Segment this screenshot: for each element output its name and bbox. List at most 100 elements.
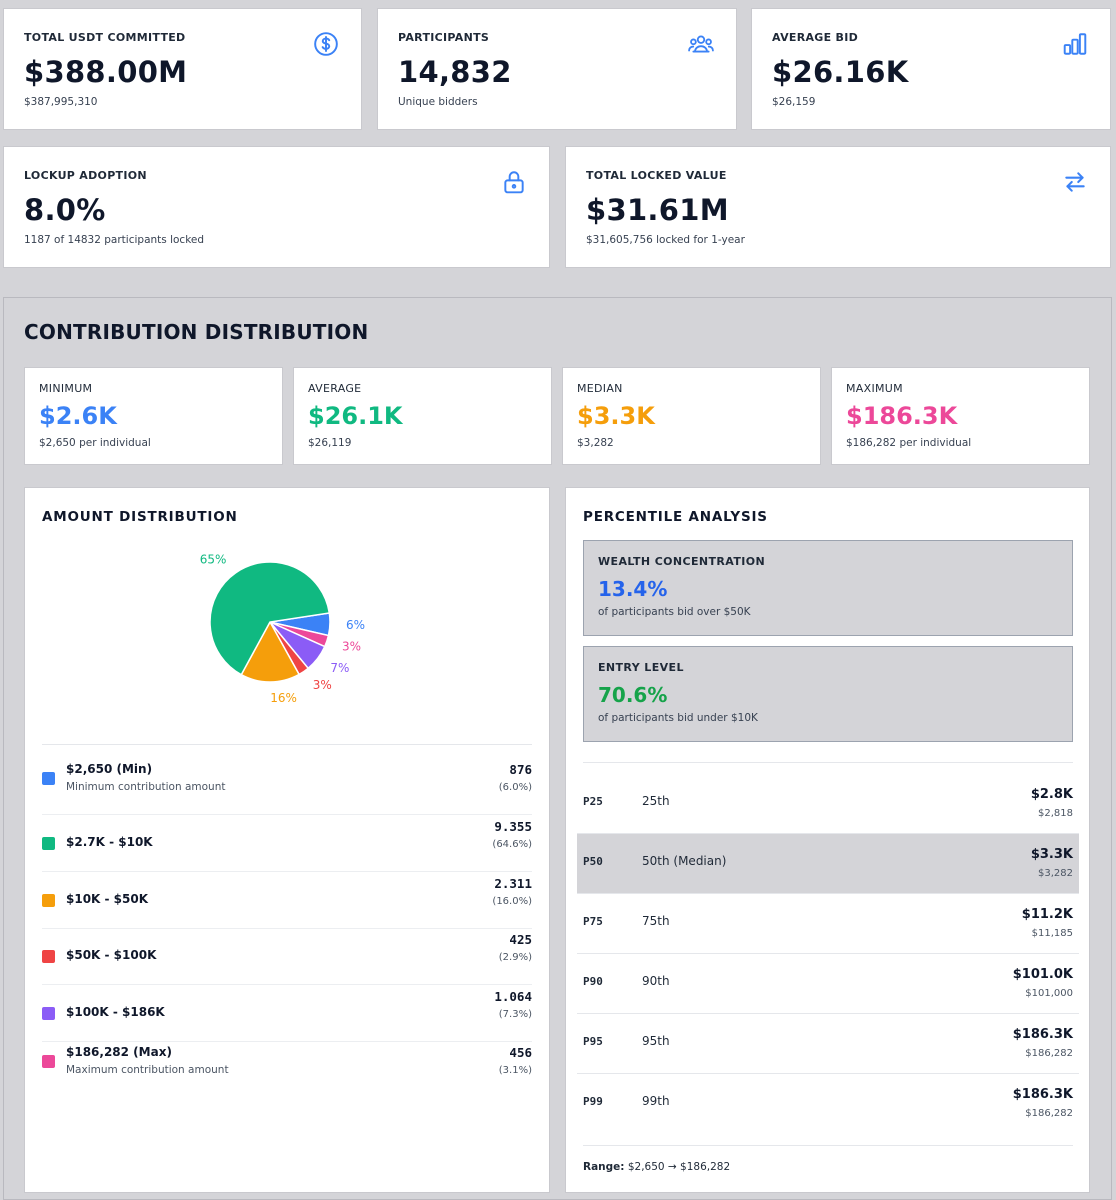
insight-sub: of participants bid over $50K — [598, 606, 751, 618]
summary-sub: $2,650 per individual — [39, 437, 151, 449]
percentile-name: 95th — [642, 1034, 670, 1048]
stat-label: TOTAL LOCKED VALUE — [586, 169, 727, 182]
participant-count: 1.064 — [494, 989, 532, 1004]
stat-sub: $26,159 — [772, 96, 816, 108]
users-icon — [688, 35, 714, 53]
stat-sub: Unique bidders — [398, 96, 478, 108]
stat-card-lockup-adoption: LOCKUP ADOPTION 8.0% 1187 of 14832 parti… — [3, 146, 550, 268]
summary-card-median: MEDIAN $3.3K $3,282 — [562, 367, 821, 465]
percentile-row-median: P50 50th (Median) $3.3K $3,282 — [577, 834, 1079, 894]
stat-label: AVERAGE BID — [772, 31, 859, 44]
insight-entry-level: ENTRY LEVEL 70.6% of participants bid un… — [583, 646, 1073, 742]
amount-pie-chart: 6% 3% 7% 3% 16% 65% — [200, 553, 365, 705]
summary-value: $3.3K — [577, 402, 655, 430]
participant-percent: (6.0%) — [498, 782, 532, 793]
pie-slice-label: 6% — [346, 618, 365, 632]
insight-value: 13.4% — [598, 577, 668, 601]
distribution-row: $10K - $50K 2.311 (16.0%) — [42, 872, 532, 929]
distribution-row: $50K - $100K 425 (2.9%) — [42, 928, 532, 985]
stat-label: PARTICIPANTS — [398, 31, 490, 44]
stat-label: TOTAL USDT COMMITTED — [24, 31, 186, 44]
summary-sub: $26,119 — [308, 437, 352, 449]
insight-wealth-concentration: WEALTH CONCENTRATION 13.4% of participan… — [583, 540, 1073, 636]
percentile-row: P90 90th $101.0K $101,000 — [577, 954, 1079, 1014]
pie-slice-label: 3% — [313, 678, 332, 692]
percentile-analysis-panel: PERCENTILE ANALYSIS WEALTH CONCENTRATION… — [565, 487, 1090, 1193]
stat-label: LOCKUP ADOPTION — [24, 169, 147, 182]
divider — [42, 744, 532, 745]
transfer-arrows-icon — [1065, 172, 1085, 192]
stat-card-participants: PARTICIPANTS 14,832 Unique bidders — [377, 8, 737, 130]
percentile-row: P25 25th $2.8K $2,818 — [577, 774, 1079, 834]
participant-count: 9.355 — [494, 819, 532, 834]
panel-title: AMOUNT DISTRIBUTION — [42, 509, 238, 525]
summary-label: AVERAGE — [308, 382, 362, 395]
percentile-name: 50th (Median) — [642, 854, 727, 868]
range-label: $2.7K - $10K — [66, 835, 153, 849]
amount-distribution-panel: AMOUNT DISTRIBUTION 6% 3% 7% 3% 16% 65% $2,65… — [24, 487, 550, 1193]
participant-percent: (7.3%) — [498, 1009, 532, 1020]
stat-sub: $31,605,756 locked for 1-year — [586, 234, 745, 246]
insight-value: 70.6% — [598, 683, 668, 707]
summary-label: MINIMUM — [39, 382, 93, 395]
participant-count: 2.311 — [494, 876, 532, 891]
percentile-raw: $11,185 — [1031, 928, 1073, 939]
participant-count: 876 — [509, 762, 532, 777]
summary-value: $2.6K — [39, 402, 117, 430]
range-summary: Range: $2,650 → $186,282 — [583, 1161, 730, 1173]
participant-count: 425 — [509, 932, 532, 947]
stat-value: 8.0% — [24, 193, 106, 227]
legend-swatch — [42, 837, 55, 850]
stat-sub: $387,995,310 — [24, 96, 98, 108]
section-title: CONTRIBUTION DISTRIBUTION — [24, 320, 369, 344]
percentile-code: P25 — [583, 795, 603, 808]
bar-chart-icon — [1063, 33, 1087, 55]
distribution-row: $2.7K - $10K 9.355 (64.6%) — [42, 815, 532, 872]
range-label: Range: — [583, 1161, 625, 1173]
percentile-code: P90 — [583, 975, 603, 988]
summary-value: $26.1K — [308, 402, 403, 430]
participant-percent: (64.6%) — [492, 839, 532, 850]
range-description: Maximum contribution amount — [66, 1064, 229, 1076]
summary-card-average: AVERAGE $26.1K $26,119 — [293, 367, 552, 465]
participant-count: 456 — [509, 1045, 532, 1060]
legend-swatch — [42, 950, 55, 963]
panel-title: PERCENTILE ANALYSIS — [583, 509, 768, 525]
percentile-code: P99 — [583, 1095, 603, 1108]
percentile-value: $11.2K — [1021, 907, 1073, 922]
percentile-name: 90th — [642, 974, 670, 988]
participant-percent: (2.9%) — [498, 952, 532, 963]
distribution-row: $100K - $186K 1.064 (7.3%) — [42, 985, 532, 1042]
percentile-raw: $2,818 — [1038, 808, 1073, 819]
stat-card-total-locked: TOTAL LOCKED VALUE $31.61M $31,605,756 l… — [565, 146, 1111, 268]
divider — [583, 762, 1073, 763]
pie-slice — [209, 561, 331, 676]
range-label: $186,282 (Max) — [66, 1045, 172, 1059]
insight-label: ENTRY LEVEL — [598, 661, 684, 674]
stat-value: $31.61M — [586, 193, 729, 227]
range-description: Minimum contribution amount — [66, 781, 226, 793]
stat-value: 14,832 — [398, 55, 512, 89]
participant-percent: (16.0%) — [492, 896, 532, 907]
summary-label: MEDIAN — [577, 382, 623, 395]
stat-sub: 1187 of 14832 participants locked — [24, 234, 205, 246]
range-label: $100K - $186K — [66, 1005, 165, 1019]
range-value: $2,650 → $186,282 — [627, 1161, 731, 1173]
pie-slice — [240, 620, 301, 683]
percentile-raw: $186,282 — [1025, 1108, 1073, 1119]
lock-icon — [504, 171, 524, 194]
summary-card-minimum: MINIMUM $2.6K $2,650 per individual — [24, 367, 283, 465]
summary-label: MAXIMUM — [846, 382, 903, 395]
percentile-value: $3.3K — [1030, 847, 1073, 862]
percentile-raw: $186,282 — [1025, 1048, 1073, 1059]
divider — [583, 1145, 1073, 1146]
pie-slice-label: 16% — [270, 691, 297, 705]
legend-swatch — [42, 894, 55, 907]
percentile-code: P75 — [583, 915, 603, 928]
distribution-row: $186,282 (Max) Maximum contribution amou… — [42, 1041, 532, 1098]
percentile-raw: $3,282 — [1038, 868, 1073, 879]
range-label: $10K - $50K — [66, 892, 149, 906]
distribution-row: $2,650 (Min) Minimum contribution amount… — [42, 758, 532, 815]
stat-value: $26.16K — [772, 55, 909, 89]
percentile-code: P50 — [583, 855, 603, 868]
